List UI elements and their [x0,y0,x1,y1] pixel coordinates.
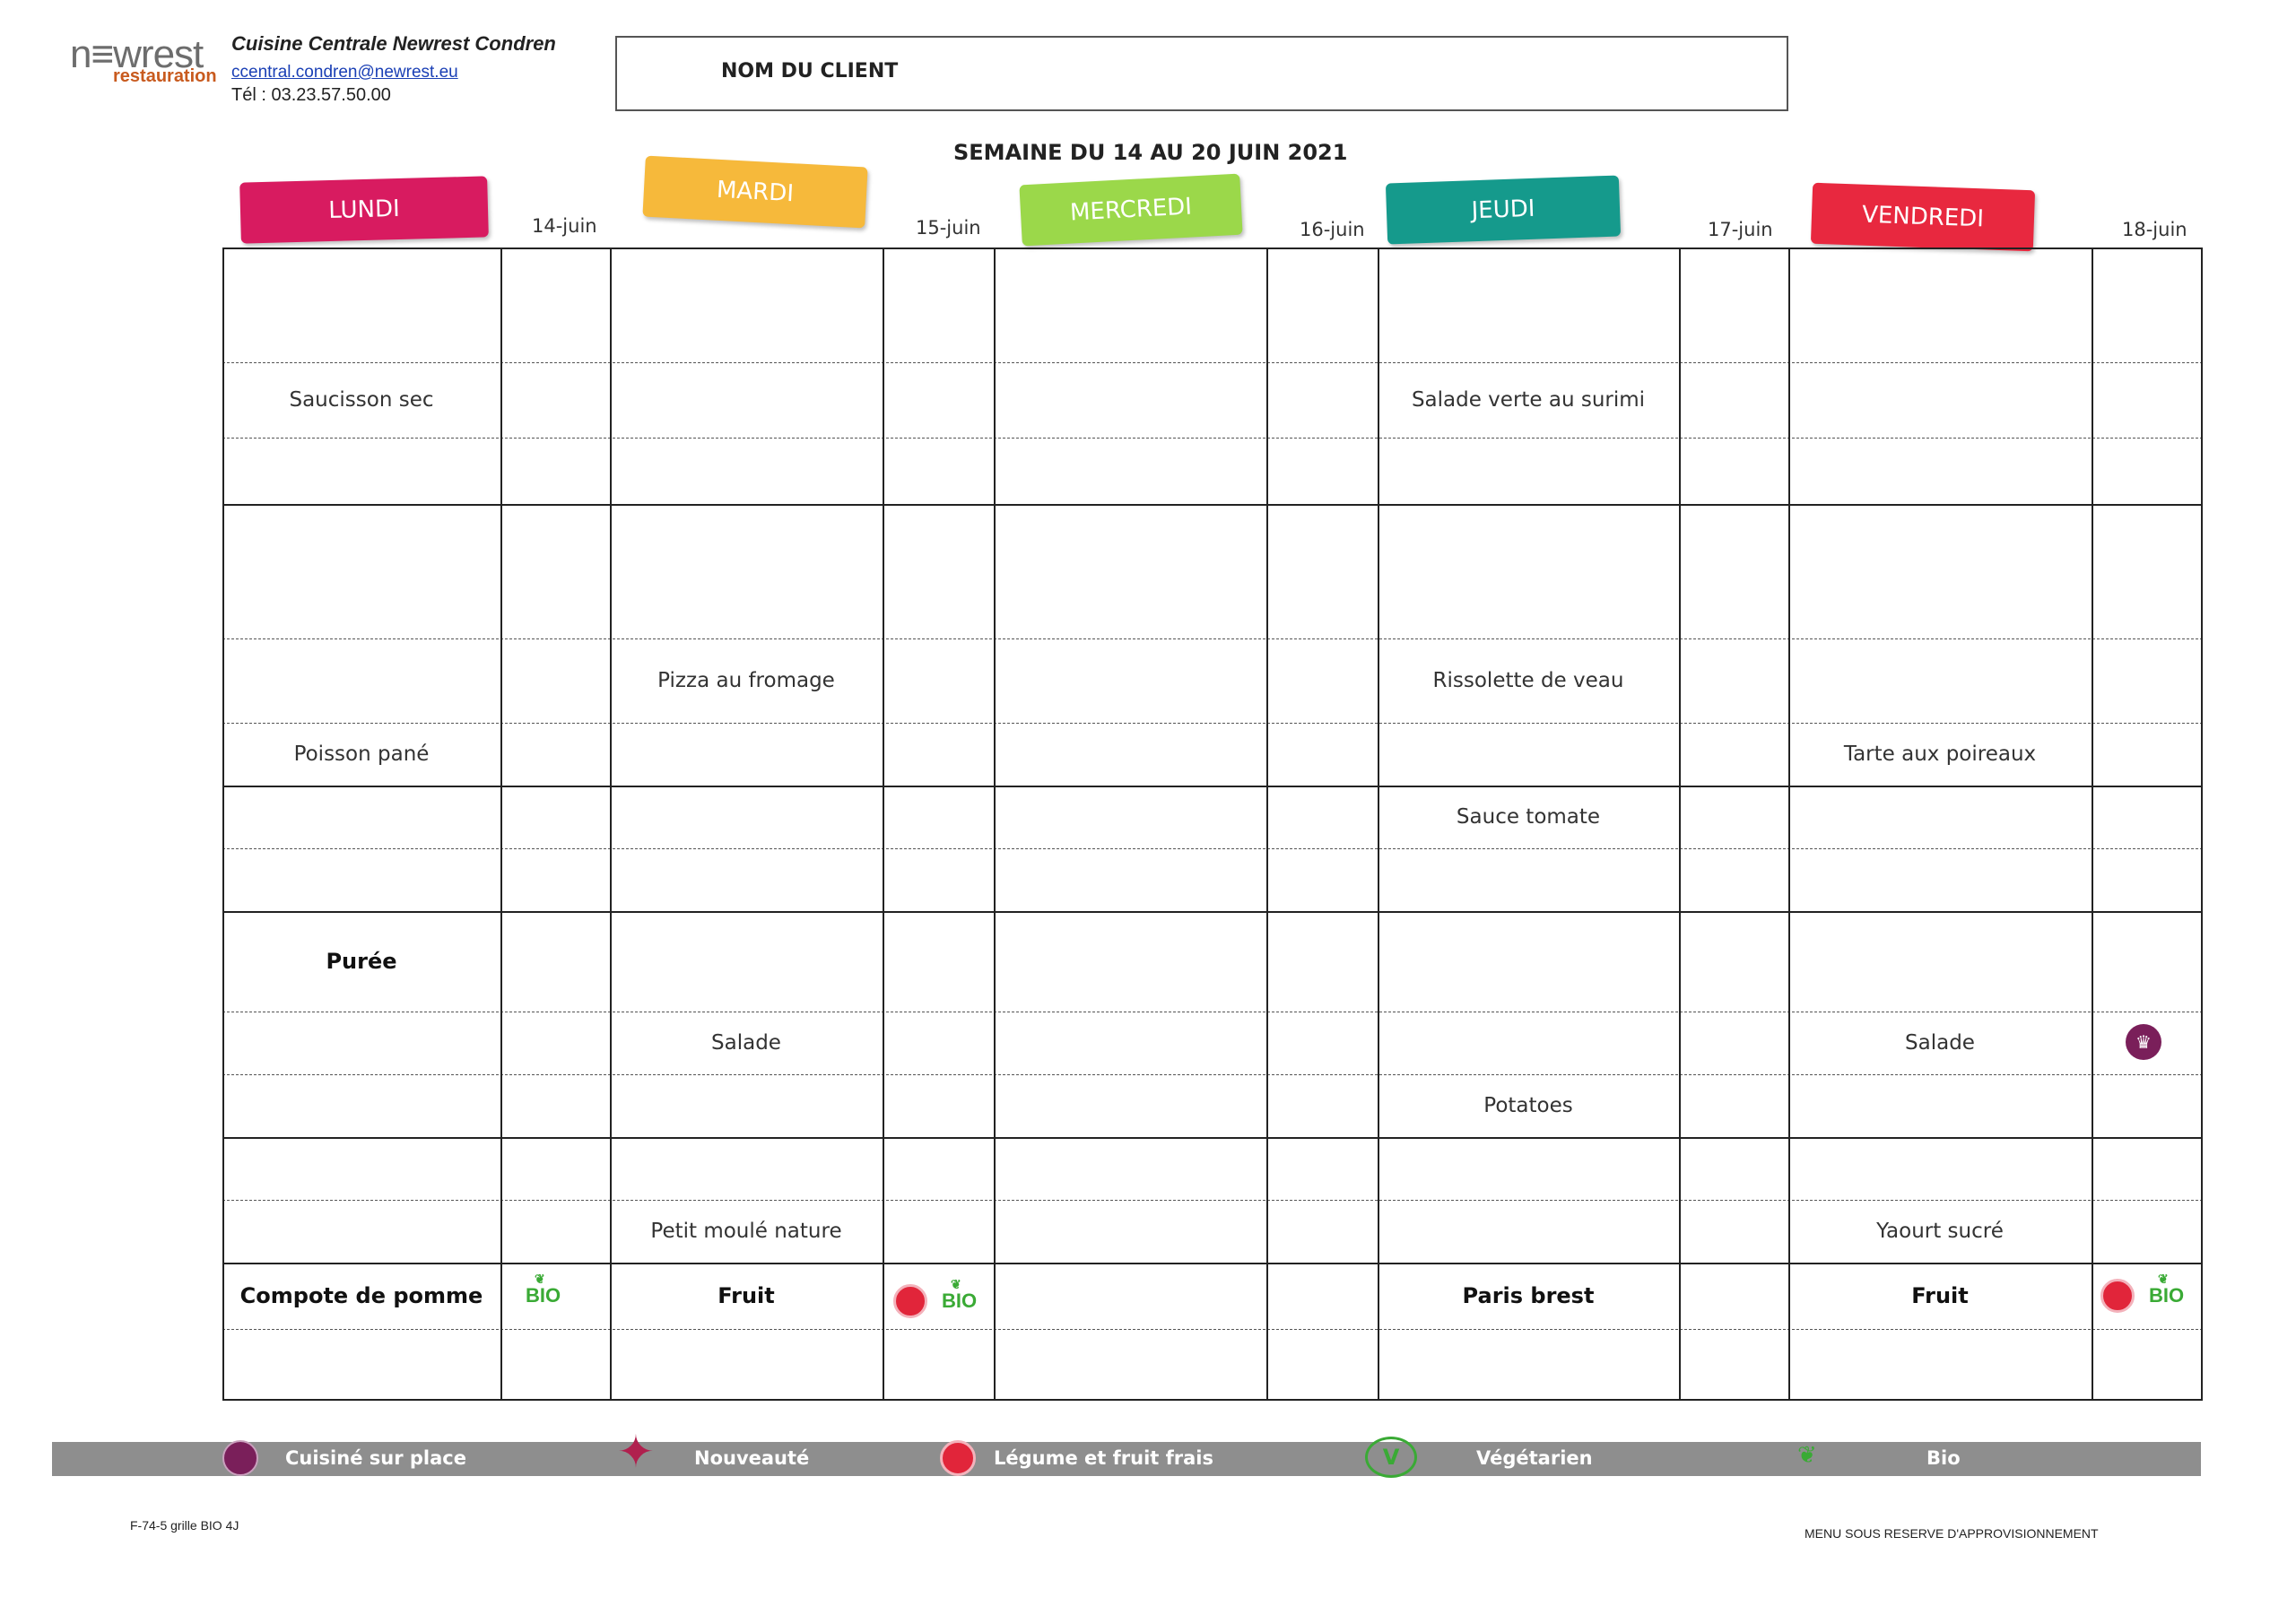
menu-cell-jeudi-dessert: Paris brest [1462,1283,1595,1308]
bio-icon: BIO [942,1277,977,1313]
apple-icon [2100,1279,2135,1313]
day-date-mercredi: 16-juin [1300,219,1365,240]
day-tab-label: VENDREDI [1861,201,1985,233]
legend-label-nouveaute: Nouveauté [694,1447,810,1469]
menu-cell-mardi-dessert: Fruit [718,1283,775,1308]
menu-cell-vendredi-plat: Tarte aux poireaux [1843,743,2037,766]
organization-name: Cuisine Centrale Newrest Condren [231,32,556,55]
grid-column-line [1378,248,1379,1401]
grid-section-border [222,911,2203,913]
veg-icon: V [1365,1437,1417,1478]
grid-section-border [222,1263,2203,1264]
menu-cell-jeudi-plat: Rissolette de veau [1432,669,1624,692]
grid-column-line [222,248,224,1401]
grid-separator [222,1329,2203,1330]
menu-cell-lundi-entree: Saucisson sec [289,388,434,412]
grid-border-top [222,248,2203,249]
day-date-jeudi: 17-juin [1708,219,1773,240]
legend-label-legume-fruit-frais: Légume et fruit frais [994,1447,1213,1469]
day-tab-lundi: LUNDI [239,176,489,244]
day-date-vendredi: 18-juin [2122,219,2187,240]
day-date-mardi: 15-juin [916,217,981,239]
menu-cell-jeudi-entree: Salade verte au surimi [1411,388,1646,412]
grid-section-border [222,1137,2203,1139]
menu-cell-vendredi-dessert: Fruit [1911,1283,1969,1308]
day-tab-label: JEUDI [1471,195,1535,225]
grid-column-line [2092,248,2093,1401]
menu-cell-lundi-plat: Poisson pané [293,743,430,766]
grid-separator [222,638,2203,639]
grid-section-border [222,504,2203,506]
organization-phone: Tél : 03.23.57.50.00 [231,85,391,105]
newrest-logo: n≡wrest [70,32,204,76]
supply-disclaimer: MENU SOUS RESERVE D'APPROVISIONNEMENT [1805,1526,2099,1541]
grid-separator [222,1074,2203,1075]
legend-bar: Cuisiné sur place ✦ Nouveauté Légume et … [52,1429,2201,1478]
legend-label-bio: Bio [1926,1447,1961,1469]
grid-column-line [1266,248,1268,1401]
menu-grid: Saucisson sec Poisson pané Purée Compote… [222,248,2203,1404]
menu-cell-lundi-accompagnement: Purée [326,949,397,974]
grid-section-border [222,786,2203,787]
menu-cell-jeudi-accompagnement: Potatoes [1483,1094,1573,1117]
day-date-lundi: 14-juin [532,215,597,237]
grid-separator [222,438,2203,439]
day-tab-vendredi: VENDREDI [1810,182,2036,252]
bio-icon: BIO [2149,1272,2184,1307]
grid-border-bottom [222,1399,2203,1401]
menu-cell-vendredi-laitage: Yaourt sucré [1876,1220,2004,1243]
bio-leaf-icon: ❦ [1797,1442,1817,1469]
client-name-box: NOM DU CLIENT [615,36,1788,111]
grid-column-line [2201,248,2203,1401]
menu-cell-mardi-accompagnement: Salade [711,1031,781,1055]
grid-column-line [610,248,612,1401]
menu-cell-mardi-entree: Pizza au fromage [657,669,835,692]
menu-cell-mardi-laitage: Petit moulé nature [650,1220,842,1243]
grid-column-line [1679,248,1681,1401]
star-icon: ✦ [617,1426,655,1478]
grid-column-line [994,248,996,1401]
chef-hat-icon: ♛ [2126,1024,2161,1060]
document-reference: F-74-5 grille BIO 4J [130,1518,239,1533]
legend-label-cuisine-sur-place: Cuisiné sur place [285,1447,466,1469]
day-tab-mardi: MARDI [642,155,868,229]
grid-separator [222,362,2203,363]
day-tab-label: LUNDI [327,195,401,225]
apple-icon [940,1440,976,1476]
menu-cell-jeudi-sauce: Sauce tomate [1456,805,1601,829]
day-tab-mercredi: MERCREDI [1019,173,1243,247]
client-name-label: NOM DU CLIENT [721,60,899,83]
grid-separator [222,848,2203,849]
grid-column-line [500,248,502,1401]
day-tab-jeudi: JEUDI [1385,175,1622,245]
menu-cell-vendredi-accompagnement: Salade [1905,1031,1975,1055]
organization-email-link[interactable]: ccentral.condren@newrest.eu [231,63,458,82]
grid-column-line [1788,248,1790,1401]
grid-separator [222,1200,2203,1201]
legend-label-vegetarien: Végétarien [1476,1447,1593,1469]
bio-icon: BIO [526,1272,561,1307]
day-tab-label: MARDI [716,176,795,208]
apple-icon [893,1284,927,1318]
grid-separator [222,723,2203,724]
grid-column-line [883,248,884,1401]
week-title: SEMAINE DU 14 AU 20 JUIN 2021 [953,140,1348,165]
newrest-logo-subtitle: restauration [113,66,217,86]
day-tab-label: MERCREDI [1069,193,1193,227]
menu-cell-lundi-dessert: Compote de pomme [239,1283,483,1308]
chef-hat-icon [222,1440,258,1476]
